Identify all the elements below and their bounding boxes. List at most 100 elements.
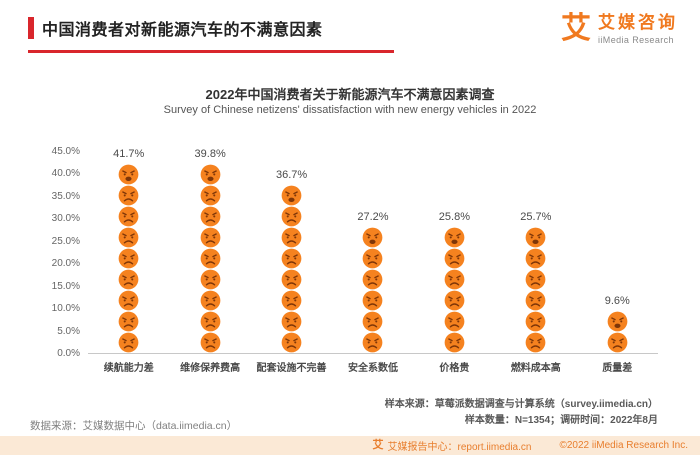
value-label: 36.7%: [275, 169, 308, 181]
footer-copyright: ©2022 iiMedia Research Inc.: [559, 440, 688, 451]
category-label: 质量差: [602, 363, 633, 374]
angry-face-icon: [118, 332, 139, 353]
sample-notes: 样本来源：草莓派数据调查与计算系统（survey.iimedia.cn） 样本数…: [385, 397, 658, 429]
angry-face-icon: [362, 311, 383, 332]
angry-face-icon: [362, 332, 383, 353]
angry-face-icon: [362, 248, 383, 269]
logo-brand-cn: 艾媒咨询: [598, 13, 678, 32]
angry-face-icon: [525, 269, 546, 290]
value-label: 41.7%: [113, 148, 145, 160]
angry-face-icon: [118, 164, 139, 185]
angry-face-icon: [362, 290, 383, 311]
angry-face-icon: [118, 290, 139, 311]
y-tick-label: 0.0%: [57, 348, 80, 359]
bar-column: 36.7% 配套设施不完善: [251, 152, 332, 374]
angry-face-icon: [444, 332, 465, 353]
angry-face-icon: [118, 227, 139, 248]
angry-face-icon: [200, 185, 221, 206]
sample-info-note: 样本数量：N=1354；调研时间：2022年8月: [464, 415, 658, 426]
bar-column: 27.2% 安全系数低: [332, 152, 413, 374]
angry-face-icon: [200, 227, 221, 248]
face-stack: [607, 311, 628, 353]
angry-face-icon: [607, 311, 628, 332]
title-accent-bar: [28, 17, 34, 39]
angry-face-icon: [444, 227, 465, 248]
footer-report-center-text: 艾媒报告中心：report.iimedia.cn: [387, 442, 532, 453]
category-label: 续航能力差: [103, 363, 154, 374]
angry-face-icon: [607, 332, 628, 353]
page-title: 中国消费者对新能源汽车的不满意因素: [42, 22, 323, 39]
angry-face-icon: [200, 206, 221, 227]
y-tick-label: 45.0%: [51, 146, 80, 157]
angry-face-icon: [444, 248, 465, 269]
plot-area: 41.7% 续航能力差 39.8% 维修保养费高 36.7% 配套设施不完善 27.2% 安全…: [88, 148, 658, 374]
angry-face-icon: [200, 290, 221, 311]
y-tick-label: 30.0%: [51, 213, 80, 225]
y-tick-label: 25.0%: [51, 235, 80, 247]
angry-face-icon: [200, 164, 221, 185]
chart-title: 2022年中国消费者关于新能源汽车不满意因素调查: [205, 87, 495, 102]
y-tick-label: 35.0%: [51, 190, 80, 202]
angry-face-icon: [118, 206, 139, 227]
angry-face-icon: [281, 185, 302, 206]
face-stack: [118, 164, 139, 353]
face-stack: [525, 227, 546, 353]
sample-source-note: 样本来源：草莓派数据调查与计算系统（survey.iimedia.cn）: [384, 399, 658, 410]
title-block: 中国消费者对新能源汽车的不满意因素: [28, 16, 394, 53]
angry-face-icon: [281, 332, 302, 353]
angry-face-icon: [444, 290, 465, 311]
value-label: 25.8%: [438, 211, 470, 223]
y-tick-label: 15.0%: [51, 280, 80, 292]
angry-face-icon: [362, 269, 383, 290]
bar-column: 25.8% 价格贵: [414, 152, 495, 374]
logo-brand-en: iiMedia Research: [598, 34, 674, 45]
data-source-note: 数据来源：艾媒数据中心（data.iimedia.cn）: [30, 420, 238, 432]
angry-face-icon: [525, 332, 546, 353]
category-label: 配套设施不完善: [256, 363, 327, 374]
iimedia-logo-icon: 艾: [561, 12, 591, 46]
value-label: 39.8%: [194, 148, 226, 160]
bar-column: 41.7% 续航能力差: [88, 148, 169, 374]
report-header: 中国消费者对新能源汽车的不满意因素 艾 艾媒咨询 iiMedia Researc…: [28, 12, 678, 53]
angry-face-icon: [200, 269, 221, 290]
face-stack: [444, 227, 465, 353]
angry-face-icon: [525, 248, 546, 269]
value-label: 27.2%: [357, 211, 389, 223]
footer-logo-icon: 艾: [372, 439, 384, 451]
angry-face-icon: [281, 206, 302, 227]
value-label: 9.6%: [604, 295, 630, 307]
y-axis: 45.0% 40.0% 35.0% 30.0% 25.0% 20.0% 15.0% 10.0%…: [40, 147, 88, 359]
angry-face-icon: [281, 227, 302, 248]
category-label: 维修保养费高: [180, 363, 241, 374]
angry-face-icon: [118, 269, 139, 290]
angry-face-icon: [444, 311, 465, 332]
y-tick-label: 40.0%: [51, 168, 80, 180]
face-stack: [200, 164, 221, 353]
category-label: 价格贵: [439, 363, 470, 374]
footer-bar: 艾 艾媒报告中心：report.iimedia.cn ©2022 iiMedia…: [0, 436, 700, 455]
angry-face-icon: [444, 269, 465, 290]
angry-face-icon: [525, 311, 546, 332]
bar-column: 25.7% 燃料成本高: [495, 152, 576, 374]
bar-column: 39.8% 维修保养费高: [169, 148, 250, 374]
value-label: 25.7%: [520, 211, 552, 223]
category-label: 燃料成本高: [510, 363, 561, 374]
angry-face-icon: [118, 311, 139, 332]
y-tick-label: 5.0%: [57, 325, 80, 337]
angry-face-icon: [281, 290, 302, 311]
angry-face-icon: [281, 311, 302, 332]
bar-column: 9.6% 质量差: [577, 152, 658, 374]
footer-report-center: 艾 艾媒报告中心：report.iimedia.cn: [372, 438, 532, 454]
face-stack: [281, 185, 302, 353]
angry-face-icon: [281, 269, 302, 290]
chart-plot-wrap: 45.0% 40.0% 35.0% 30.0% 25.0% 20.0% 15.0% 10.0%…: [40, 147, 658, 374]
angry-face-icon: [200, 332, 221, 353]
iimedia-logo: 艾 艾媒咨询 iiMedia Research: [561, 12, 678, 46]
face-stack: [362, 227, 383, 353]
angry-face-icon: [200, 311, 221, 332]
chart-subtitle: Survey of Chinese netizens' dissatisfact…: [163, 104, 537, 116]
category-label: 安全系数低: [347, 363, 398, 374]
angry-face-icon: [200, 248, 221, 269]
angry-face-icon: [525, 290, 546, 311]
angry-face-icon: [525, 227, 546, 248]
